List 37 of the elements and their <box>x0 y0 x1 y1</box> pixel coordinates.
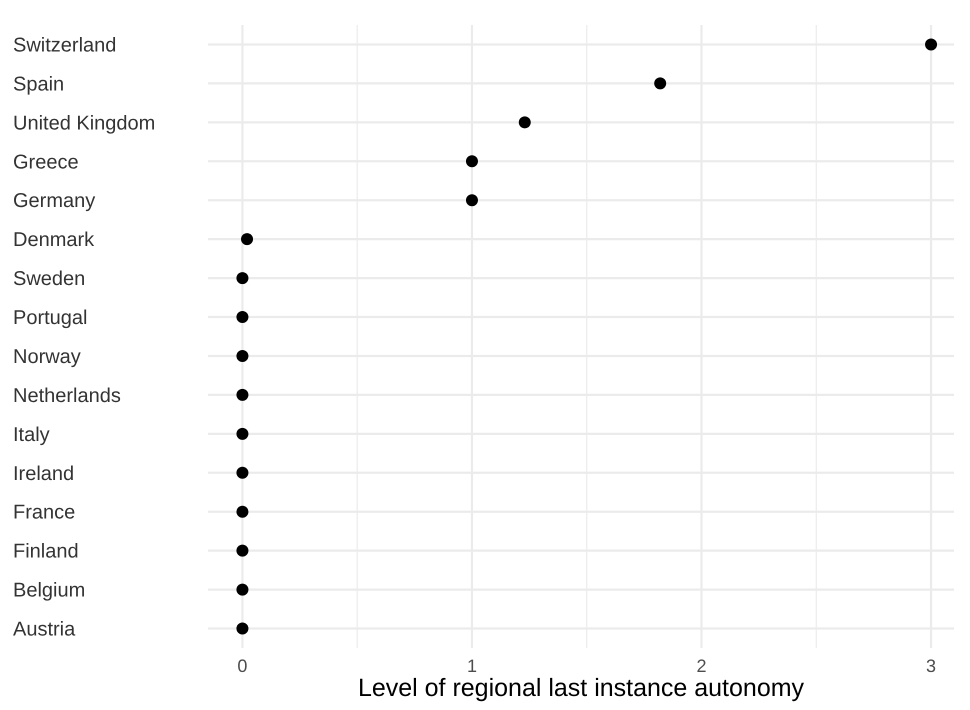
point <box>236 506 248 518</box>
y-tick-label: Spain <box>13 73 64 96</box>
y-tick-label: Switzerland <box>13 34 116 56</box>
point <box>236 388 248 401</box>
point <box>236 466 248 479</box>
x-tick-label: 1 <box>466 656 477 676</box>
y-tick-label: Netherlands <box>13 384 121 407</box>
point <box>466 194 478 206</box>
point <box>466 155 478 168</box>
point <box>654 77 666 90</box>
y-tick-label: Greece <box>13 151 79 174</box>
point <box>236 622 248 635</box>
point <box>241 233 254 246</box>
point <box>518 116 531 128</box>
point <box>236 428 248 440</box>
point <box>236 350 248 362</box>
y-tick-label: Portugal <box>13 307 88 330</box>
x-tick-label: 3 <box>926 656 936 676</box>
y-tick-label: France <box>13 502 76 524</box>
y-tick-label: Ireland <box>13 462 74 485</box>
y-tick-label: Italy <box>13 424 50 446</box>
point <box>236 272 248 284</box>
y-tick-label: Sweden <box>13 268 86 290</box>
point <box>925 38 938 50</box>
y-tick-label: United Kingdom <box>13 112 156 134</box>
y-tick-label: Denmark <box>13 229 96 252</box>
y-tick-label: Norway <box>13 346 81 368</box>
y-tick-label: Finland <box>13 540 79 563</box>
y-tick-label: Austria <box>13 618 76 641</box>
x-axis-title: Level of regional last instance autonomy <box>358 674 805 702</box>
point <box>236 311 248 324</box>
point <box>236 544 248 557</box>
y-tick-label: Belgium <box>13 580 86 602</box>
x-tick-label: 0 <box>237 656 248 676</box>
point <box>236 584 248 596</box>
x-tick-label: 2 <box>696 656 707 676</box>
y-tick-label: Germany <box>13 190 96 212</box>
